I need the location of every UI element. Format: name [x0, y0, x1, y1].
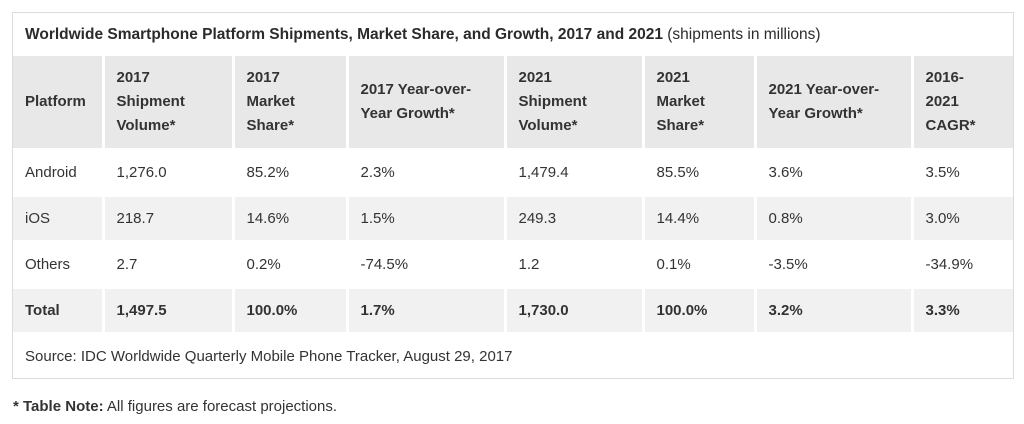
col-header-2016-2021-cagr: 2016-2021 CAGR* — [910, 56, 1013, 150]
col-header-2017-shipment-volume: 2017 Shipment Volume* — [101, 56, 233, 150]
cell-ios-2017-growth: 1.5% — [345, 194, 505, 242]
cell-ios-2017-share: 14.6% — [231, 194, 347, 242]
shipments-table-card: Worldwide Smartphone Platform Shipments,… — [12, 12, 1014, 379]
cell-android-2017-share: 85.2% — [231, 148, 347, 196]
table-row-total: Total 1,497.5 100.0% 1.7% 1,730.0 100.0%… — [13, 286, 1013, 334]
table-source-row: Source: IDC Worldwide Quarterly Mobile P… — [13, 332, 1013, 378]
cell-others-2017-share: 0.2% — [231, 240, 347, 288]
cell-total-2021-volume: 1,730.0 — [503, 286, 643, 334]
cell-others-2017-volume: 2.7 — [101, 240, 233, 288]
col-header-platform: Platform — [13, 56, 103, 150]
cell-total-2017-growth: 1.7% — [345, 286, 505, 334]
cell-total-2021-share: 100.0% — [641, 286, 755, 334]
cell-ios-platform: iOS — [13, 194, 103, 242]
table-note: * Table Note: All figures are forecast p… — [13, 398, 337, 415]
shipments-table: Platform 2017 Shipment Volume* 2017 Mark… — [13, 56, 1013, 378]
table-row-ios: iOS 218.7 14.6% 1.5% 249.3 14.4% 0.8% 3.… — [13, 194, 1013, 242]
cell-ios-cagr: 3.0% — [910, 194, 1013, 242]
cell-ios-2021-share: 14.4% — [641, 194, 755, 242]
col-header-2017-market-share: 2017 Market Share* — [231, 56, 347, 150]
table-title-suffix: (shipments in millions) — [662, 26, 821, 43]
cell-android-2021-volume: 1,479.4 — [503, 148, 643, 196]
cell-ios-2021-growth: 0.8% — [753, 194, 912, 242]
cell-total-2021-growth: 3.2% — [753, 286, 912, 334]
col-header-2021-shipment-volume: 2021 Shipment Volume* — [503, 56, 643, 150]
cell-android-2017-volume: 1,276.0 — [101, 148, 233, 196]
cell-ios-2021-volume: 249.3 — [503, 194, 643, 242]
cell-others-2021-share: 0.1% — [641, 240, 755, 288]
cell-others-2021-growth: -3.5% — [753, 240, 912, 288]
col-header-2021-market-share: 2021 Market Share* — [641, 56, 755, 150]
cell-others-cagr: -34.9% — [910, 240, 1013, 288]
cell-android-cagr: 3.5% — [910, 148, 1013, 196]
cell-android-platform: Android — [13, 148, 103, 196]
cell-android-2021-growth: 3.6% — [753, 148, 912, 196]
cell-android-2021-share: 85.5% — [641, 148, 755, 196]
table-source-text: Source: IDC Worldwide Quarterly Mobile P… — [13, 332, 1013, 378]
col-header-2017-yoy-growth: 2017 Year-over-Year Growth* — [345, 56, 505, 150]
table-title-main: Worldwide Smartphone Platform Shipments,… — [25, 26, 663, 43]
cell-others-2017-growth: -74.5% — [345, 240, 505, 288]
cell-others-platform: Others — [13, 240, 103, 288]
cell-total-2017-share: 100.0% — [231, 286, 347, 334]
table-note-text: All figures are forecast projections. — [103, 398, 338, 415]
cell-total-2017-volume: 1,497.5 — [101, 286, 233, 334]
cell-ios-2017-volume: 218.7 — [101, 194, 233, 242]
table-note-prefix: * Table Note: — [13, 398, 104, 415]
cell-android-2017-growth: 2.3% — [345, 148, 505, 196]
table-header-row: Platform 2017 Shipment Volume* 2017 Mark… — [13, 56, 1013, 150]
table-row-others: Others 2.7 0.2% -74.5% 1.2 0.1% -3.5% -3… — [13, 240, 1013, 288]
table-title: Worldwide Smartphone Platform Shipments,… — [13, 13, 1013, 56]
cell-total-cagr: 3.3% — [910, 286, 1013, 334]
cell-total-platform: Total — [13, 286, 103, 334]
cell-others-2021-volume: 1.2 — [503, 240, 643, 288]
table-row-android: Android 1,276.0 85.2% 2.3% 1,479.4 85.5%… — [13, 148, 1013, 196]
col-header-2021-yoy-growth: 2021 Year-over-Year Growth* — [753, 56, 912, 150]
